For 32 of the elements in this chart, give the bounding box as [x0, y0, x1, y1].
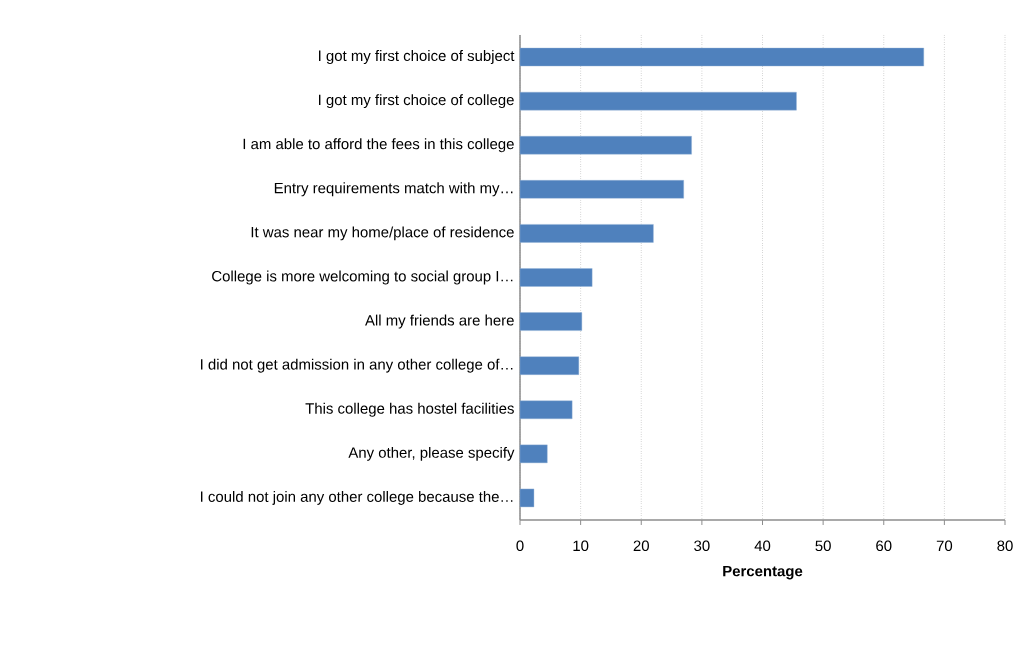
y-tick-label: College is more welcoming to social group I… — [212, 270, 513, 285]
bar — [519, 268, 593, 287]
bar — [519, 400, 573, 419]
x-tick-label: 50 — [815, 540, 831, 552]
y-tick-label: I could not join any other college because the… — [201, 490, 513, 505]
bar — [519, 180, 684, 199]
x-tick-label: 20 — [633, 540, 649, 552]
x-tick-label: 0 — [516, 540, 524, 552]
x-tick-label: 70 — [936, 540, 953, 552]
bar — [519, 91, 797, 111]
x-tick-label: 10 — [573, 540, 589, 552]
y-tick-label: I got my first choice of subject — [319, 50, 515, 64]
bar — [519, 356, 580, 375]
y-tick-label: Any other, please specify — [348, 446, 515, 461]
x-tick-label: 60 — [876, 540, 892, 552]
y-tick-label: This college has hostel facilities — [305, 402, 514, 417]
bar — [519, 224, 654, 243]
y-tick-label: I did not get admission in any other college of… — [201, 358, 513, 373]
x-axis-title: Percentage — [723, 565, 803, 580]
bar — [519, 312, 583, 331]
y-tick-label: I am able to afford the fees in this college — [243, 138, 514, 153]
x-tick-label: 30 — [694, 540, 710, 552]
bar — [519, 488, 535, 508]
y-tick-label: I got my first choice of college — [319, 94, 514, 109]
bar — [519, 47, 924, 67]
bar — [519, 136, 692, 155]
y-tick-label: It was near my home/place of residence — [251, 226, 514, 241]
x-tick-label: 80 — [997, 540, 1013, 552]
bar — [519, 444, 548, 464]
x-tick-label: 40 — [754, 540, 771, 552]
y-tick-label: All my friends are here — [365, 314, 514, 329]
y-tick-label: Entry requirements match with my… — [274, 182, 513, 197]
